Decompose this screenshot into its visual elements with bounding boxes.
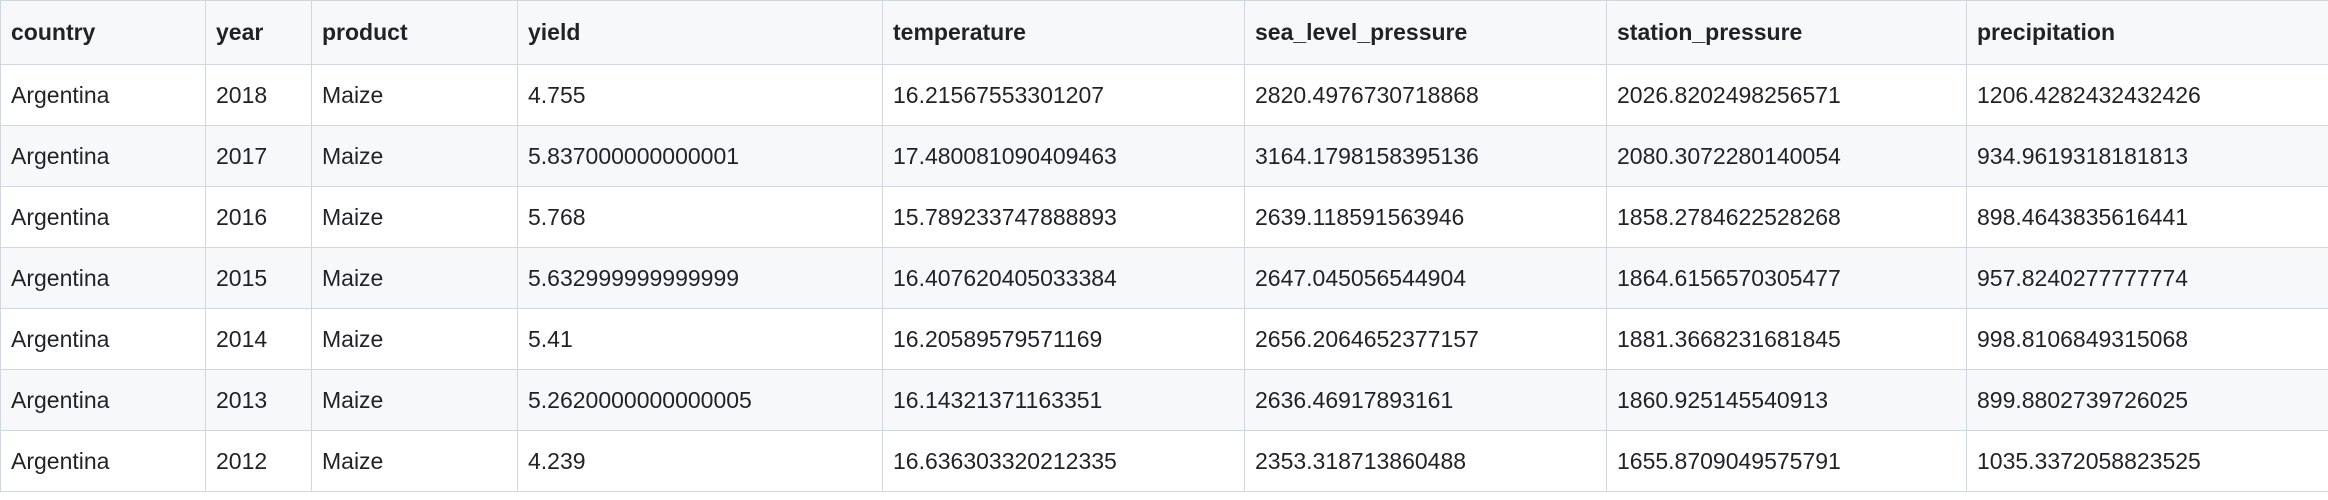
cell-yield: 5.2620000000000005 — [517, 369, 883, 431]
cell-country: Argentina — [0, 125, 206, 187]
cell-country: Argentina — [0, 369, 206, 431]
cell-temperature: 16.21567553301207 — [882, 64, 1245, 126]
table-row: Argentina 2013 Maize 5.2620000000000005 … — [0, 369, 2328, 431]
column-header-yield[interactable]: yield — [517, 0, 883, 65]
cell-sea-level-pressure: 2647.045056544904 — [1244, 247, 1607, 309]
cell-product: Maize — [311, 64, 518, 126]
column-header-product[interactable]: product — [311, 0, 518, 65]
cell-station-pressure: 2026.8202498256571 — [1606, 64, 1967, 126]
cell-sea-level-pressure: 2820.4976730718868 — [1244, 64, 1607, 126]
cell-product: Maize — [311, 247, 518, 309]
cell-temperature: 16.407620405033384 — [882, 247, 1245, 309]
cell-yield: 4.755 — [517, 64, 883, 126]
cell-precipitation: 899.8802739726025 — [1966, 369, 2328, 431]
table-row: Argentina 2014 Maize 5.41 16.20589579571… — [0, 308, 2328, 370]
cell-temperature: 16.14321371163351 — [882, 369, 1245, 431]
cell-product: Maize — [311, 369, 518, 431]
cell-product: Maize — [311, 430, 518, 492]
cell-precipitation: 1035.3372058823525 — [1966, 430, 2328, 492]
cell-year: 2017 — [205, 125, 312, 187]
column-header-year[interactable]: year — [205, 0, 312, 65]
cell-country: Argentina — [0, 64, 206, 126]
cell-yield: 4.239 — [517, 430, 883, 492]
cell-year: 2016 — [205, 186, 312, 248]
cell-precipitation: 898.4643835616441 — [1966, 186, 2328, 248]
table-row: Argentina 2012 Maize 4.239 16.6363033202… — [0, 430, 2328, 492]
cell-precipitation: 1206.4282432432426 — [1966, 64, 2328, 126]
cell-year: 2015 — [205, 247, 312, 309]
cell-product: Maize — [311, 308, 518, 370]
cell-sea-level-pressure: 2636.46917893161 — [1244, 369, 1607, 431]
cell-station-pressure: 2080.3072280140054 — [1606, 125, 1967, 187]
cell-temperature: 17.480081090409463 — [882, 125, 1245, 187]
table-row: Argentina 2017 Maize 5.837000000000001 1… — [0, 125, 2328, 187]
cell-sea-level-pressure: 3164.1798158395136 — [1244, 125, 1607, 187]
cell-precipitation: 957.8240277777774 — [1966, 247, 2328, 309]
cell-temperature: 15.789233747888893 — [882, 186, 1245, 248]
cell-yield: 5.768 — [517, 186, 883, 248]
column-header-precipitation[interactable]: precipitation — [1966, 0, 2328, 65]
cell-sea-level-pressure: 2353.318713860488 — [1244, 430, 1607, 492]
cell-year: 2018 — [205, 64, 312, 126]
cell-station-pressure: 1881.3668231681845 — [1606, 308, 1967, 370]
table-header: country year product yield temperature s… — [0, 0, 2328, 65]
table-body: Argentina 2018 Maize 4.755 16.2156755330… — [0, 64, 2328, 492]
cell-country: Argentina — [0, 430, 206, 492]
cell-station-pressure: 1864.6156570305477 — [1606, 247, 1967, 309]
cell-year: 2012 — [205, 430, 312, 492]
cell-station-pressure: 1860.925145540913 — [1606, 369, 1967, 431]
cell-station-pressure: 1655.8709049575791 — [1606, 430, 1967, 492]
cell-temperature: 16.636303320212335 — [882, 430, 1245, 492]
column-header-country[interactable]: country — [0, 0, 206, 65]
table-row: Argentina 2016 Maize 5.768 15.7892337478… — [0, 186, 2328, 248]
header-row: country year product yield temperature s… — [0, 0, 2328, 65]
cell-year: 2013 — [205, 369, 312, 431]
table-row: Argentina 2018 Maize 4.755 16.2156755330… — [0, 64, 2328, 126]
cell-yield: 5.837000000000001 — [517, 125, 883, 187]
cell-yield: 5.41 — [517, 308, 883, 370]
column-header-sea-level-pressure[interactable]: sea_level_pressure — [1244, 0, 1607, 65]
cell-yield: 5.632999999999999 — [517, 247, 883, 309]
column-header-station-pressure[interactable]: station_pressure — [1606, 0, 1967, 65]
cell-country: Argentina — [0, 247, 206, 309]
cell-country: Argentina — [0, 186, 206, 248]
table-row: Argentina 2015 Maize 5.632999999999999 1… — [0, 247, 2328, 309]
cell-precipitation: 998.8106849315068 — [1966, 308, 2328, 370]
cell-year: 2014 — [205, 308, 312, 370]
cell-station-pressure: 1858.2784622528268 — [1606, 186, 1967, 248]
cell-temperature: 16.20589579571169 — [882, 308, 1245, 370]
column-header-temperature[interactable]: temperature — [882, 0, 1245, 65]
cell-product: Maize — [311, 186, 518, 248]
cell-country: Argentina — [0, 308, 206, 370]
cell-sea-level-pressure: 2656.2064652377157 — [1244, 308, 1607, 370]
cell-sea-level-pressure: 2639.118591563946 — [1244, 186, 1607, 248]
cell-product: Maize — [311, 125, 518, 187]
cell-precipitation: 934.9619318181813 — [1966, 125, 2328, 187]
